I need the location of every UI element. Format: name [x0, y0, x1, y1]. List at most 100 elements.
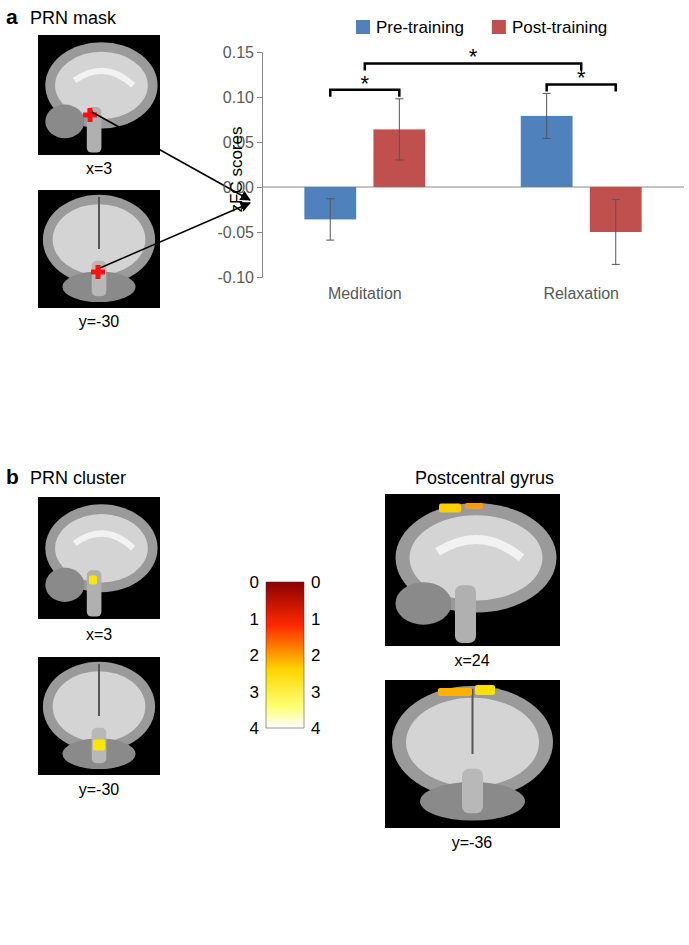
slice-label: y=-30	[79, 313, 120, 330]
brainstem	[92, 728, 107, 763]
cortex	[43, 195, 155, 285]
error-cap	[395, 160, 403, 161]
fissure	[472, 689, 474, 754]
axis-title: zFC scores	[227, 127, 246, 213]
error-cap	[612, 264, 620, 265]
tick-mark	[257, 97, 262, 98]
tick-label: Meditation	[328, 285, 402, 302]
panel-title: Postcentral gyrus	[415, 468, 554, 488]
slice-label: y=-36	[452, 834, 493, 851]
slice-background	[385, 680, 560, 828]
colorbar-label: 4	[250, 719, 259, 738]
x-axis: Meditation Relaxation	[328, 285, 619, 302]
error-cap	[326, 240, 334, 241]
slice-background	[38, 190, 160, 308]
colorbar-label: 2	[311, 646, 320, 665]
panel-title: PRN cluster	[30, 468, 126, 488]
slice-label: x=24	[454, 652, 489, 669]
axis-line	[257, 53, 263, 278]
tick-label: 0.10	[223, 89, 254, 106]
panel-title: PRN mask	[30, 8, 117, 28]
corpus-callosum	[75, 71, 134, 86]
figure: aPRN maskx=3y=-30-0.10-0.050.000.050.100…	[0, 0, 689, 945]
colorbar-label: 1	[250, 610, 259, 629]
error-cap	[326, 198, 334, 199]
error-cap	[395, 98, 403, 99]
legend-swatch	[492, 20, 506, 34]
tick: Meditation	[328, 285, 402, 302]
brainstem	[87, 570, 102, 616]
error-line	[546, 93, 547, 138]
error-bar	[612, 200, 620, 265]
tick-mark	[257, 142, 262, 143]
colorbar-label: 2	[250, 646, 259, 665]
brainstem	[462, 769, 483, 813]
brainstem	[455, 585, 476, 643]
cluster	[438, 688, 472, 696]
cerebellum	[45, 568, 84, 602]
cluster	[93, 740, 105, 751]
legend-label: Post-training	[512, 18, 607, 37]
tick-label: Relaxation	[543, 285, 619, 302]
mask-marker	[83, 108, 97, 122]
error-line	[399, 99, 400, 160]
error-cap	[543, 138, 551, 139]
colorbar-label: 4	[311, 719, 320, 738]
plot-area	[304, 93, 641, 264]
tick: 0.10	[223, 89, 262, 106]
legend-label: Pre-training	[376, 18, 464, 37]
legend-swatch	[356, 20, 370, 34]
colorbar-label: 0	[250, 573, 259, 592]
cluster	[465, 503, 483, 509]
annotation: *	[469, 44, 478, 69]
slice-background	[38, 497, 160, 619]
tick: -0.10	[218, 269, 262, 286]
slice-image	[38, 657, 160, 775]
significance: *	[365, 44, 581, 70]
error-line	[330, 199, 331, 240]
tick: -0.05	[218, 224, 262, 241]
slice-image	[385, 680, 560, 828]
slice-label: x=3	[86, 160, 112, 177]
tick-mark	[257, 232, 262, 233]
colorbar: 0011223344	[250, 573, 321, 738]
slice-image	[38, 35, 160, 155]
error-cap	[543, 93, 551, 94]
legend-item: Pre-training	[356, 18, 464, 37]
significance: *	[330, 71, 399, 97]
tick-label: 0.15	[223, 44, 254, 61]
panel-letter: a	[6, 5, 18, 28]
slice-image	[385, 494, 560, 646]
slice-image	[38, 190, 160, 308]
colorbar-label: 3	[250, 683, 259, 702]
slice-image	[38, 497, 160, 619]
error-line	[615, 200, 616, 265]
colorbar-label: 3	[311, 683, 320, 702]
cerebellum	[45, 105, 84, 139]
cluster	[439, 504, 461, 513]
slice-background	[38, 657, 160, 775]
colorbar-label: 1	[311, 610, 320, 629]
tick-label: -0.05	[218, 224, 255, 241]
error-cap	[612, 199, 620, 200]
cluster	[475, 685, 495, 695]
annotation: *	[361, 71, 370, 96]
fissure	[98, 197, 100, 249]
colorbar-scale	[266, 582, 304, 728]
legend: Pre-training Post-training	[356, 18, 607, 37]
tick: 0.15	[223, 44, 262, 61]
cerebellum	[396, 582, 452, 625]
tick-mark	[257, 52, 262, 53]
slice-background	[38, 35, 160, 155]
corpus-callosum	[438, 539, 522, 557]
error-bar	[543, 93, 551, 138]
tick: Relaxation	[543, 285, 619, 302]
tick-mark	[257, 277, 262, 278]
cluster	[89, 576, 97, 585]
panel-letter: b	[6, 465, 19, 488]
slice-background	[385, 494, 560, 646]
error-bar	[395, 99, 403, 160]
fissure	[98, 664, 100, 716]
y-axis: -0.10-0.050.000.050.100.15	[218, 44, 263, 286]
slice-label: y=-30	[79, 781, 120, 798]
